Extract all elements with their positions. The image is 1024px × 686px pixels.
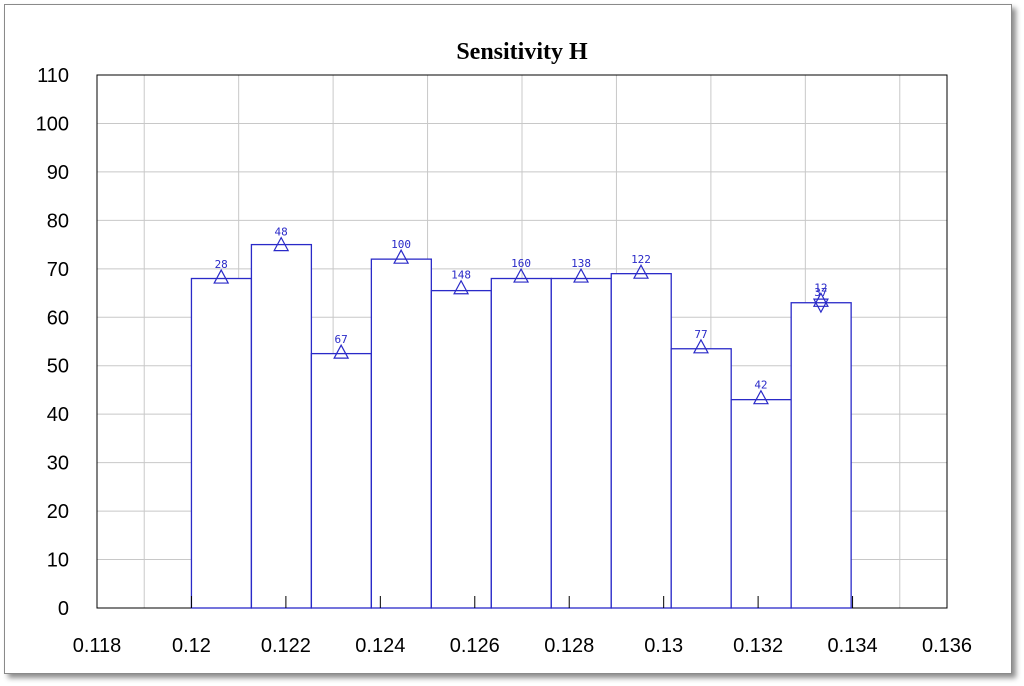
data-label: 42 [754, 379, 767, 392]
marker-triangle [393, 248, 410, 264]
y-tick-label: 70 [47, 259, 69, 281]
y-tick-label: 110 [37, 65, 69, 87]
marker-triangle [513, 267, 530, 283]
y-tick-label: 30 [47, 453, 69, 475]
histogram-bar [250, 243, 313, 609]
histogram-bar [190, 277, 253, 609]
histogram-bar [790, 302, 852, 609]
histogram-bar [430, 289, 492, 609]
histogram-bar [730, 398, 792, 609]
y-tick-label: 60 [47, 307, 69, 329]
marker-triangle [812, 292, 829, 307]
x-tick-label: 0.128 [544, 635, 594, 657]
axis-layer: 0 10 20 30 40 50 60 70 80 90 100 110 0.118 0.12 0.122 0… [36, 65, 972, 657]
marker-triangle [752, 389, 769, 405]
marker-triangle [573, 267, 590, 283]
x-tick-label: 0.126 [450, 635, 500, 657]
x-tick-label: 0.136 [922, 635, 972, 657]
y-tick-label: 90 [47, 162, 69, 184]
marker-triangle [333, 343, 350, 359]
x-tick-label: 0.132 [733, 635, 783, 657]
histogram-bar [670, 348, 732, 609]
histogram-bar [610, 273, 672, 609]
data-label: 100 [391, 238, 411, 251]
y-tick-label: 20 [47, 501, 69, 523]
data-label: 37 [814, 286, 827, 299]
histogram-bar [550, 277, 612, 609]
x-tick-label: 0.12 [172, 635, 211, 657]
y-tick-label: 80 [47, 210, 69, 232]
x-tick-label: 0.134 [828, 635, 878, 657]
x-tick-label: 0.122 [261, 635, 311, 657]
marker-triangle [213, 268, 230, 284]
data-label: 160 [511, 257, 531, 270]
histogram-bar [490, 277, 552, 609]
data-label: 77 [694, 328, 707, 341]
histogram-bar [370, 258, 432, 609]
data-label: 67 [335, 333, 348, 346]
y-tick-label: 50 [47, 356, 69, 378]
x-tick-label: 0.118 [73, 635, 122, 657]
chart-frame: Sensitivity H 28 48 67 100 148 160 138 122 77 42 1… [4, 4, 1012, 674]
y-tick-label: 0 [58, 598, 69, 620]
y-tick-label: 40 [47, 404, 69, 426]
data-label: 122 [631, 253, 651, 266]
marker-triangle [273, 236, 290, 252]
data-label: 28 [215, 258, 228, 271]
marker-triangle [453, 279, 470, 295]
bar-layer [190, 243, 852, 609]
y-tick-label: 100 [36, 113, 69, 135]
x-tick-label: 0.124 [355, 635, 405, 657]
data-label: 48 [275, 226, 288, 239]
marker-triangle [812, 298, 829, 314]
histogram-bar [310, 352, 373, 609]
data-label: 12 [814, 281, 827, 294]
data-label: 138 [571, 257, 591, 270]
x-tick-label: 0.13 [644, 635, 683, 657]
data-label: 148 [451, 269, 471, 282]
marker-triangle [632, 263, 650, 279]
y-tick-label: 10 [47, 550, 69, 572]
marker-triangle [692, 338, 709, 354]
chart-title: Sensitivity H [456, 39, 588, 65]
